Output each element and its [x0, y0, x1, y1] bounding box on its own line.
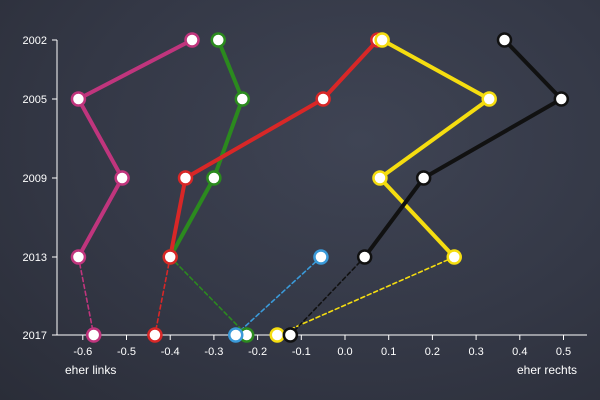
series-4-point-2002: [496, 32, 513, 48]
x-tick-label: 0.5: [556, 346, 571, 358]
series-3-point-2017: [269, 327, 286, 343]
series-4-segment: [289, 256, 366, 336]
series-1-point-2005: [234, 91, 251, 107]
series-1-segment: [211, 97, 245, 180]
series-3-point-2013: [446, 249, 462, 265]
series-1-segment: [168, 176, 216, 259]
series-3-segment: [377, 176, 457, 259]
series-2-segment: [168, 176, 188, 259]
series-3-point-2009: [372, 170, 388, 186]
series-2-segment: [321, 38, 380, 101]
x-max-label: eher rechts: [517, 363, 577, 377]
series-0-point-2005: [70, 91, 87, 107]
series-0-point-2009: [114, 170, 130, 186]
y-tick-label: 2002: [23, 35, 47, 47]
series-4-segment: [421, 97, 564, 180]
x-tick-label: 0.2: [425, 346, 440, 358]
series-4-point-2009: [415, 170, 432, 186]
x-tick-label: 0.3: [468, 346, 483, 358]
series-2-point-2017: [147, 327, 163, 343]
x-axis: -0.6 -0.5 -0.4 -0.3 -0.2 -0.1 0.0 0.1 0.2 0.3 0.4 0…: [73, 335, 571, 358]
x-tick-label: -0.1: [292, 346, 311, 358]
series-5-point-2017: [228, 327, 244, 343]
series-2-point-2009: [177, 170, 194, 186]
series-4-segment: [362, 176, 426, 259]
series-5-point-2013: [313, 249, 329, 265]
series-0-segment: [76, 176, 125, 259]
series-3-segment: [380, 38, 492, 101]
series-1-point-2002: [210, 32, 227, 48]
x-tick-label: -0.4: [161, 346, 180, 358]
series-4-segment: [502, 38, 564, 101]
plot-area: [70, 32, 570, 343]
x-tick-label: 0.4: [512, 346, 527, 358]
series-3-point-2002: [374, 32, 390, 48]
y-tick-label: 2005: [23, 94, 47, 106]
x-tick-label: -0.6: [73, 346, 92, 358]
series-3-segment: [377, 97, 492, 180]
x-tick-label: -0.2: [248, 346, 267, 358]
y-axis: 2002 2005 2009 2013 2017: [23, 35, 57, 342]
series-0-segment: [76, 97, 125, 180]
series-2-point-2005: [315, 91, 331, 107]
series-0-point-2017: [85, 327, 102, 343]
series-lines: [76, 38, 564, 336]
y-tick-label: 2009: [23, 173, 47, 185]
y-tick-label: 2013: [23, 252, 47, 264]
y-tick-label: 2017: [23, 330, 47, 342]
series-0-point-2002: [184, 32, 200, 48]
x-tick-label: -0.3: [204, 346, 223, 358]
series-0-segment: [76, 38, 195, 101]
series-0-segment: [77, 256, 95, 336]
series-4-point-2017: [282, 327, 299, 343]
series-5-segment: [234, 256, 322, 336]
series-1-segment: [169, 256, 248, 336]
series-2-segment: [154, 256, 171, 336]
x-tick-label: -0.5: [117, 346, 136, 358]
x-tick-label: 0.0: [337, 346, 352, 358]
series-4-point-2005: [553, 91, 570, 107]
series-markers: [70, 32, 570, 343]
series-4-point-2013: [356, 249, 373, 265]
series-3-segment: [276, 256, 456, 336]
series-1-point-2009: [206, 170, 222, 186]
series-2-point-2013: [162, 249, 178, 265]
series-2-segment: [183, 97, 326, 180]
series-3-point-2005: [481, 91, 497, 107]
x-tick-label: 0.1: [381, 346, 396, 358]
x-min-label: eher links: [65, 363, 116, 377]
series-0-point-2013: [70, 249, 87, 265]
series-1-segment: [216, 38, 245, 101]
